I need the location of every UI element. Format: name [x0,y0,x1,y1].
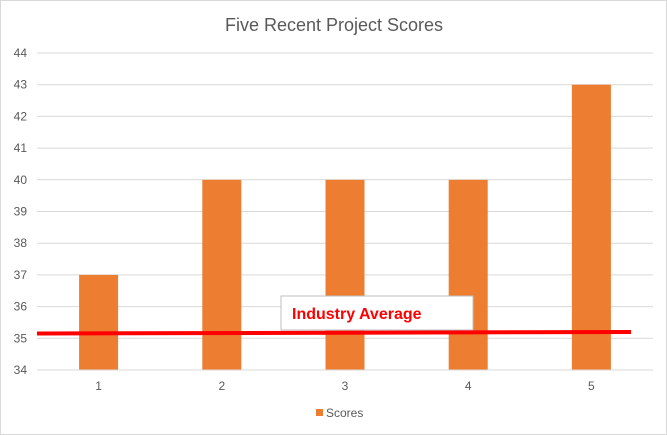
chart-title: Five Recent Project Scores [225,15,443,35]
bar-5[interactable] [571,84,611,370]
y-tick-label: 40 [14,173,28,187]
y-tick-label: 34 [14,363,28,377]
legend-swatch [316,409,323,416]
x-axis-tick-labels: 1 2 3 4 5 [95,379,595,393]
y-tick-label: 38 [14,236,28,250]
industry-average-line [36,329,632,336]
annotation-box [280,295,474,331]
x-tick-label: 5 [588,379,595,393]
bars [79,84,611,370]
y-tick-label: 41 [14,141,28,155]
y-tick-label: 44 [14,46,28,60]
x-tick-label: 1 [95,379,102,393]
annotation: Industry Average [36,295,632,336]
x-tick-label: 2 [218,379,225,393]
legend-label: Scores [326,406,363,420]
y-axis-tick-labels: 34 35 36 37 38 39 40 41 42 43 44 [14,46,28,377]
y-tick-label: 42 [14,109,28,123]
y-tick-label: 36 [14,300,28,314]
y-tick-label: 35 [14,331,28,345]
y-tick-label: 37 [14,268,28,282]
bar-2[interactable] [202,179,242,370]
bar-3[interactable] [325,179,365,370]
y-tick-label: 43 [14,78,28,92]
bar-1[interactable] [79,274,119,370]
x-tick-label: 3 [342,379,349,393]
bar-4[interactable] [448,179,488,370]
legend[interactable]: Scores [316,406,363,420]
annotation-label: Industry Average [292,306,422,323]
y-tick-label: 39 [14,205,28,219]
x-tick-label: 4 [465,379,472,393]
